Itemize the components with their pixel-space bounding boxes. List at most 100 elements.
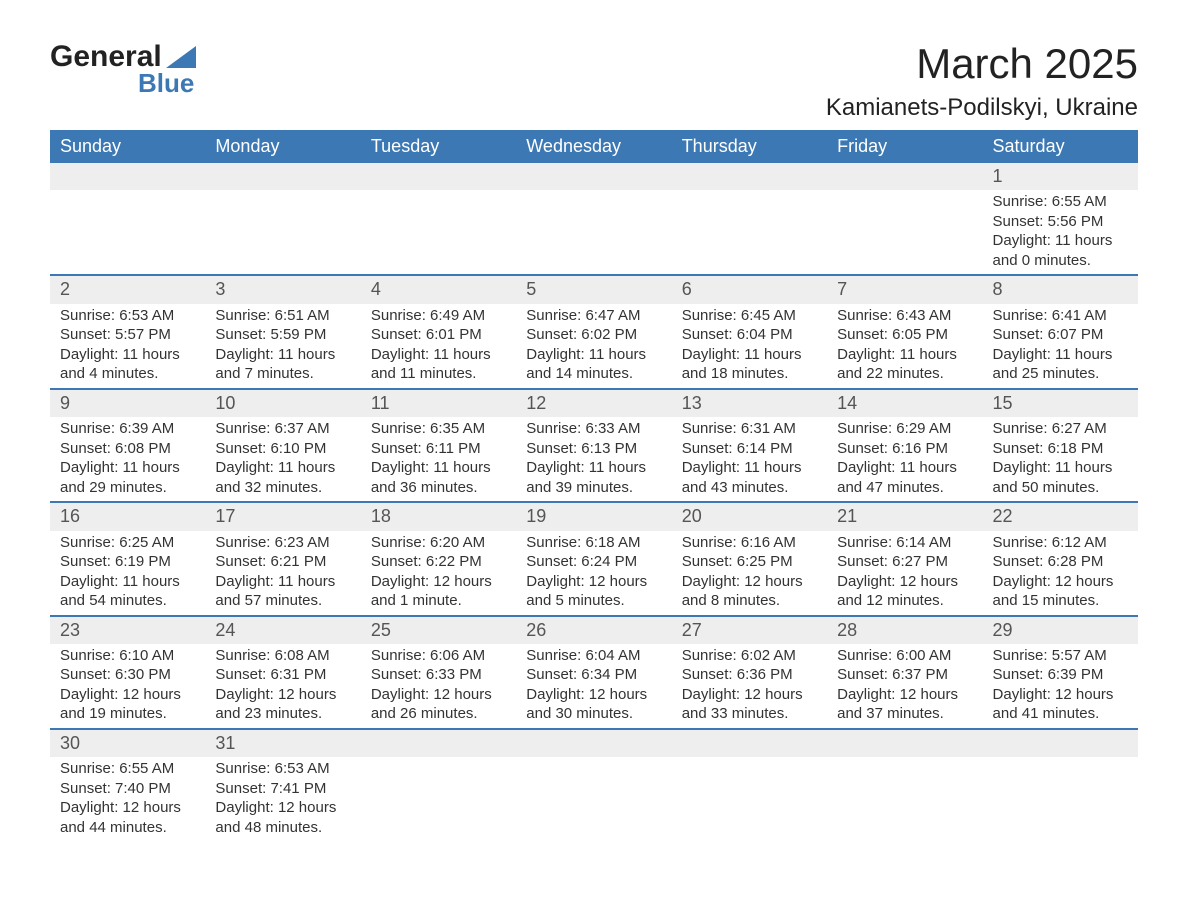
calendar-day-cell: 31Sunrise: 6:53 AMSunset: 7:41 PMDayligh… (205, 728, 360, 841)
day-number: 27 (672, 617, 827, 644)
calendar-day-cell: 12Sunrise: 6:33 AMSunset: 6:13 PMDayligh… (516, 388, 671, 501)
calendar-day-cell: 7Sunrise: 6:43 AMSunset: 6:05 PMDaylight… (827, 274, 982, 387)
day-number: 9 (50, 390, 205, 417)
header: General Blue March 2025 Kamianets-Podils… (50, 40, 1138, 122)
calendar-day-cell: 2Sunrise: 6:53 AMSunset: 5:57 PMDaylight… (50, 274, 205, 387)
day-detail: Sunrise: 6:16 AMSunset: 6:25 PMDaylight:… (672, 531, 827, 615)
day-detail: Sunrise: 6:37 AMSunset: 6:10 PMDaylight:… (205, 417, 360, 501)
day-detail: Sunrise: 6:39 AMSunset: 6:08 PMDaylight:… (50, 417, 205, 501)
page-subtitle: Kamianets-Podilskyi, Ukraine (826, 94, 1138, 122)
calendar-day-cell: 23Sunrise: 6:10 AMSunset: 6:30 PMDayligh… (50, 615, 205, 728)
day-detail (361, 190, 516, 196)
day-number: 14 (827, 390, 982, 417)
calendar-week-row: 2Sunrise: 6:53 AMSunset: 5:57 PMDaylight… (50, 274, 1138, 387)
weekday-header: Wednesday (516, 130, 671, 163)
day-detail: Sunrise: 6:06 AMSunset: 6:33 PMDaylight:… (361, 644, 516, 728)
day-number: 15 (983, 390, 1138, 417)
calendar-week-row: 1Sunrise: 6:55 AMSunset: 5:56 PMDaylight… (50, 163, 1138, 274)
day-detail: Sunrise: 6:43 AMSunset: 6:05 PMDaylight:… (827, 304, 982, 388)
calendar-day-cell (672, 728, 827, 841)
calendar-day-cell: 11Sunrise: 6:35 AMSunset: 6:11 PMDayligh… (361, 388, 516, 501)
calendar-day-cell: 15Sunrise: 6:27 AMSunset: 6:18 PMDayligh… (983, 388, 1138, 501)
day-number (827, 730, 982, 757)
logo-triangle-icon (166, 46, 196, 68)
calendar-day-cell: 29Sunrise: 5:57 AMSunset: 6:39 PMDayligh… (983, 615, 1138, 728)
day-detail: Sunrise: 6:31 AMSunset: 6:14 PMDaylight:… (672, 417, 827, 501)
calendar-week-row: 30Sunrise: 6:55 AMSunset: 7:40 PMDayligh… (50, 728, 1138, 841)
calendar-day-cell: 1Sunrise: 6:55 AMSunset: 5:56 PMDaylight… (983, 163, 1138, 274)
day-detail: Sunrise: 6:53 AMSunset: 5:57 PMDaylight:… (50, 304, 205, 388)
calendar-day-cell (672, 163, 827, 274)
day-detail: Sunrise: 6:51 AMSunset: 5:59 PMDaylight:… (205, 304, 360, 388)
weekday-header-row: Sunday Monday Tuesday Wednesday Thursday… (50, 130, 1138, 163)
day-detail: Sunrise: 6:25 AMSunset: 6:19 PMDaylight:… (50, 531, 205, 615)
day-number: 20 (672, 503, 827, 530)
day-number: 21 (827, 503, 982, 530)
day-number (827, 163, 982, 190)
calendar-day-cell (205, 163, 360, 274)
title-block: March 2025 Kamianets-Podilskyi, Ukraine (826, 40, 1138, 122)
calendar-day-cell (827, 163, 982, 274)
calendar-day-cell: 8Sunrise: 6:41 AMSunset: 6:07 PMDaylight… (983, 274, 1138, 387)
day-detail (983, 757, 1138, 763)
calendar-day-cell (516, 728, 671, 841)
day-detail: Sunrise: 6:49 AMSunset: 6:01 PMDaylight:… (361, 304, 516, 388)
day-number (361, 163, 516, 190)
calendar-day-cell: 26Sunrise: 6:04 AMSunset: 6:34 PMDayligh… (516, 615, 671, 728)
calendar-day-cell: 30Sunrise: 6:55 AMSunset: 7:40 PMDayligh… (50, 728, 205, 841)
calendar-day-cell: 21Sunrise: 6:14 AMSunset: 6:27 PMDayligh… (827, 501, 982, 614)
calendar-day-cell: 25Sunrise: 6:06 AMSunset: 6:33 PMDayligh… (361, 615, 516, 728)
day-number (672, 730, 827, 757)
day-detail (516, 757, 671, 763)
calendar-day-cell: 24Sunrise: 6:08 AMSunset: 6:31 PMDayligh… (205, 615, 360, 728)
day-number: 11 (361, 390, 516, 417)
day-number: 13 (672, 390, 827, 417)
day-detail: Sunrise: 6:29 AMSunset: 6:16 PMDaylight:… (827, 417, 982, 501)
day-number: 29 (983, 617, 1138, 644)
day-number: 19 (516, 503, 671, 530)
calendar-day-cell: 20Sunrise: 6:16 AMSunset: 6:25 PMDayligh… (672, 501, 827, 614)
weekday-header: Saturday (983, 130, 1138, 163)
day-number: 28 (827, 617, 982, 644)
day-detail: Sunrise: 6:41 AMSunset: 6:07 PMDaylight:… (983, 304, 1138, 388)
calendar-day-cell: 22Sunrise: 6:12 AMSunset: 6:28 PMDayligh… (983, 501, 1138, 614)
day-detail (50, 190, 205, 196)
weekday-header: Friday (827, 130, 982, 163)
day-detail: Sunrise: 6:55 AMSunset: 5:56 PMDaylight:… (983, 190, 1138, 274)
day-detail: Sunrise: 6:27 AMSunset: 6:18 PMDaylight:… (983, 417, 1138, 501)
calendar-day-cell: 27Sunrise: 6:02 AMSunset: 6:36 PMDayligh… (672, 615, 827, 728)
day-number (516, 163, 671, 190)
calendar-day-cell: 6Sunrise: 6:45 AMSunset: 6:04 PMDaylight… (672, 274, 827, 387)
day-detail: Sunrise: 6:45 AMSunset: 6:04 PMDaylight:… (672, 304, 827, 388)
day-number (983, 730, 1138, 757)
day-number: 2 (50, 276, 205, 303)
day-detail: Sunrise: 6:47 AMSunset: 6:02 PMDaylight:… (516, 304, 671, 388)
day-detail: Sunrise: 6:33 AMSunset: 6:13 PMDaylight:… (516, 417, 671, 501)
calendar-week-row: 23Sunrise: 6:10 AMSunset: 6:30 PMDayligh… (50, 615, 1138, 728)
calendar-week-row: 16Sunrise: 6:25 AMSunset: 6:19 PMDayligh… (50, 501, 1138, 614)
day-number (672, 163, 827, 190)
calendar-week-row: 9Sunrise: 6:39 AMSunset: 6:08 PMDaylight… (50, 388, 1138, 501)
day-detail: Sunrise: 6:08 AMSunset: 6:31 PMDaylight:… (205, 644, 360, 728)
day-number: 31 (205, 730, 360, 757)
logo-text-blue: Blue (138, 68, 194, 99)
day-number: 10 (205, 390, 360, 417)
calendar-day-cell: 19Sunrise: 6:18 AMSunset: 6:24 PMDayligh… (516, 501, 671, 614)
day-detail: Sunrise: 5:57 AMSunset: 6:39 PMDaylight:… (983, 644, 1138, 728)
calendar-day-cell: 13Sunrise: 6:31 AMSunset: 6:14 PMDayligh… (672, 388, 827, 501)
calendar-day-cell (516, 163, 671, 274)
calendar-day-cell: 10Sunrise: 6:37 AMSunset: 6:10 PMDayligh… (205, 388, 360, 501)
day-number: 22 (983, 503, 1138, 530)
day-detail: Sunrise: 6:55 AMSunset: 7:40 PMDaylight:… (50, 757, 205, 841)
day-number: 17 (205, 503, 360, 530)
calendar-day-cell: 9Sunrise: 6:39 AMSunset: 6:08 PMDaylight… (50, 388, 205, 501)
day-detail: Sunrise: 6:14 AMSunset: 6:27 PMDaylight:… (827, 531, 982, 615)
calendar-table: Sunday Monday Tuesday Wednesday Thursday… (50, 130, 1138, 841)
day-number: 8 (983, 276, 1138, 303)
day-number: 24 (205, 617, 360, 644)
day-detail: Sunrise: 6:00 AMSunset: 6:37 PMDaylight:… (827, 644, 982, 728)
weekday-header: Tuesday (361, 130, 516, 163)
day-detail: Sunrise: 6:04 AMSunset: 6:34 PMDaylight:… (516, 644, 671, 728)
calendar-day-cell (50, 163, 205, 274)
calendar-day-cell (361, 163, 516, 274)
